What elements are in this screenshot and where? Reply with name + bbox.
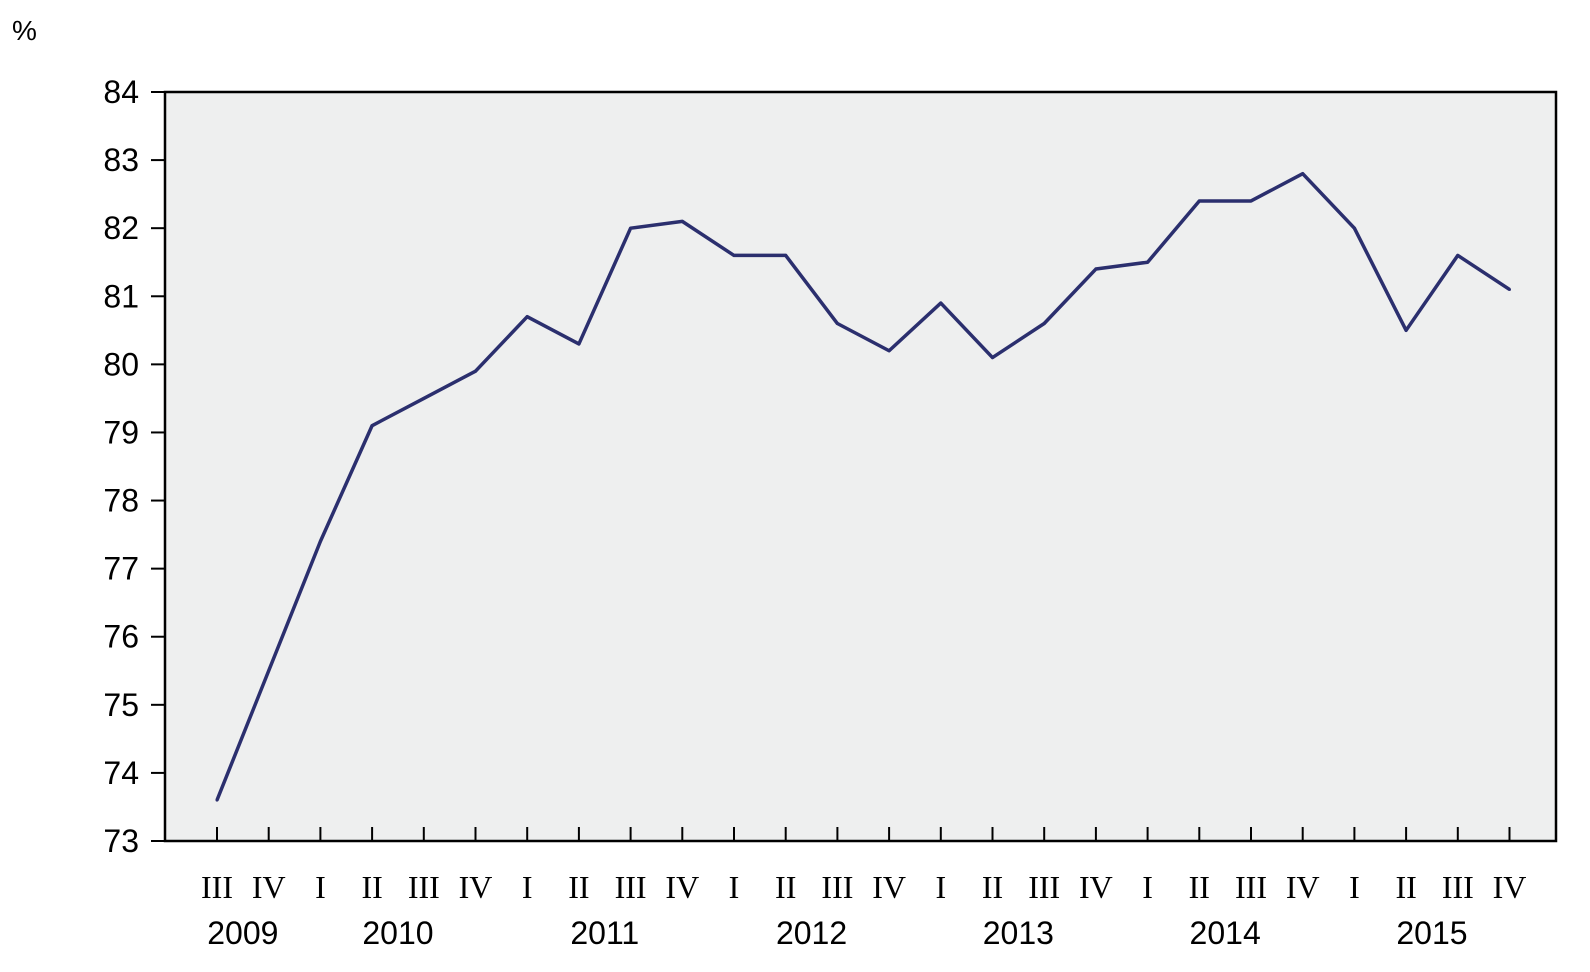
x-tick-label-quarter: IV	[1493, 869, 1527, 905]
data-point	[939, 301, 943, 305]
y-axis-unit-label: %	[12, 15, 37, 46]
x-tick-label-quarter: IV	[665, 869, 699, 905]
x-year-label: 2009	[207, 915, 278, 951]
data-point	[887, 349, 891, 353]
x-tick-label-quarter: I	[315, 869, 326, 905]
x-year-label: 2013	[983, 915, 1054, 951]
data-point	[267, 669, 271, 673]
x-tick-label-quarter: II	[568, 869, 589, 905]
data-point	[1352, 226, 1356, 230]
x-tick-label-quarter: III	[821, 869, 853, 905]
x-tick-label-quarter: II	[775, 869, 796, 905]
data-point	[1301, 172, 1305, 176]
x-tick-label-quarter: III	[615, 869, 647, 905]
series-line	[215, 171, 1511, 801]
x-tick-label-quarter: I	[935, 869, 946, 905]
x-axis: III IV I II III IV I II III IV I II III IV I II III IV I II…	[201, 827, 1526, 951]
y-tick-label: 83	[103, 142, 139, 178]
data-point	[732, 253, 736, 257]
y-tick-label: 84	[103, 74, 139, 110]
x-year-label: 2011	[570, 915, 639, 951]
data-point	[1042, 322, 1046, 326]
y-tick-label: 77	[103, 551, 139, 587]
x-year-label: 2014	[1190, 915, 1261, 951]
y-tick-label: 81	[103, 278, 139, 314]
x-tick-label-quarter: II	[982, 869, 1003, 905]
data-point	[370, 424, 374, 428]
data-point	[629, 226, 633, 230]
y-axis: 73 74 75 76 77 78 79 80 81 82 83 84	[103, 74, 165, 859]
data-point	[680, 219, 684, 223]
x-tick-label-quarter: III	[1235, 869, 1267, 905]
y-tick-label: 79	[103, 414, 139, 450]
data-point	[474, 369, 477, 373]
data-point	[1094, 267, 1098, 271]
y-tick-label: 82	[103, 210, 139, 246]
data-point	[525, 315, 529, 319]
x-year-label: 2015	[1396, 915, 1467, 951]
data-point	[991, 356, 994, 360]
data-point	[835, 322, 839, 326]
x-tick-label-quarter: III	[1028, 869, 1060, 905]
x-tick-label-quarter: II	[1395, 869, 1416, 905]
y-tick-label: 78	[103, 483, 139, 519]
x-tick-label-quarter: IV	[252, 869, 286, 905]
x-tick-label-quarter: IV	[1079, 869, 1113, 905]
x-tick-label-quarter: III	[201, 869, 233, 905]
x-tick-label-quarter: I	[729, 869, 740, 905]
y-tick-label: 74	[103, 755, 139, 791]
x-tick-label-quarter: II	[1189, 869, 1210, 905]
x-tick-label-quarter: IV	[459, 869, 493, 905]
data-point	[784, 253, 788, 257]
data-point	[422, 396, 426, 400]
x-tick-label-quarter: IV	[872, 869, 906, 905]
x-tick-label-quarter: III	[408, 869, 440, 905]
data-point	[1456, 253, 1460, 257]
y-tick-label: 80	[103, 346, 139, 382]
x-year-label: 2010	[362, 915, 433, 951]
data-point	[1508, 287, 1511, 291]
x-tick-label-quarter: I	[522, 869, 533, 905]
data-point	[215, 798, 219, 802]
data-point	[1404, 328, 1408, 332]
data-point	[1249, 199, 1253, 203]
x-tick-label-quarter: I	[1142, 869, 1153, 905]
plot-area	[163, 90, 1558, 843]
x-tick-label-quarter: I	[1349, 869, 1360, 905]
x-tick-label-quarter: II	[361, 869, 382, 905]
data-point	[1197, 199, 1201, 203]
y-tick-label: 76	[103, 619, 139, 655]
y-tick-label: 73	[103, 823, 139, 859]
series-group	[215, 171, 1511, 802]
y-tick-label: 75	[103, 687, 139, 723]
x-tick-label-quarter: III	[1442, 869, 1474, 905]
x-year-label: 2012	[776, 915, 847, 951]
data-point	[1146, 260, 1150, 264]
data-point	[577, 342, 581, 346]
x-tick-label-quarter: IV	[1286, 869, 1320, 905]
data-point	[318, 539, 322, 543]
